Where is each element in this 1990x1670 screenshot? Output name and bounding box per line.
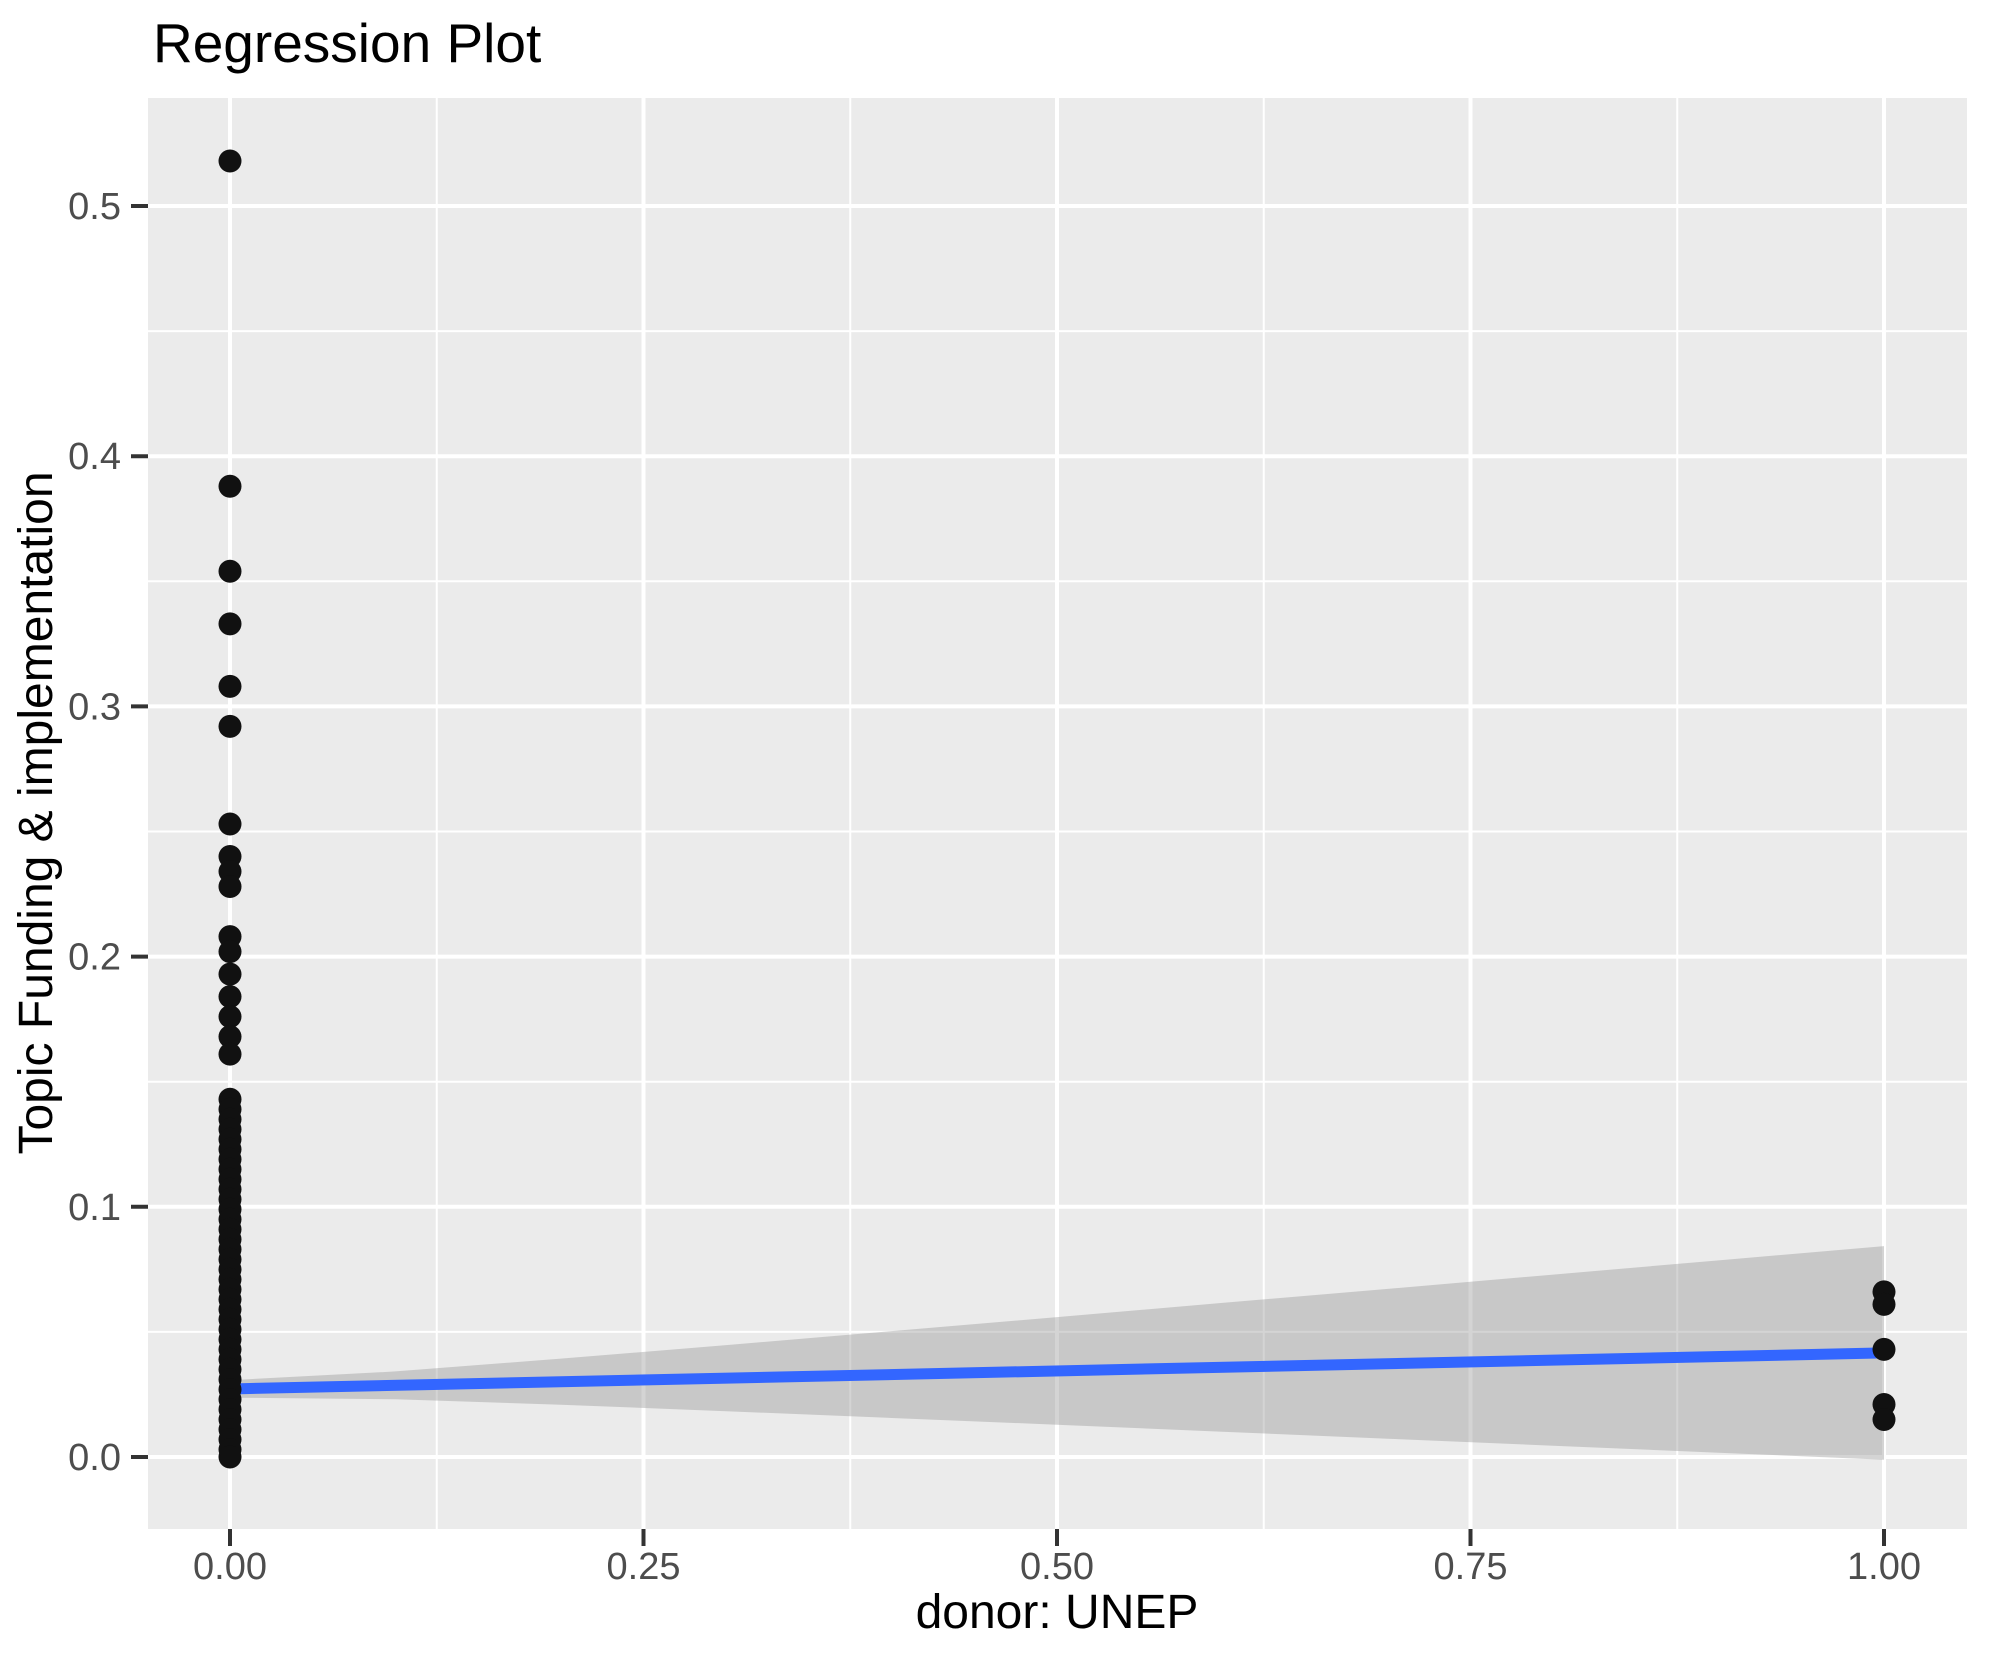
data-point: [218, 674, 242, 698]
data-point: [218, 474, 242, 498]
data-point: [218, 612, 242, 636]
data-point: [218, 559, 242, 583]
data-point: [218, 875, 242, 899]
x-axis-tick-label: 0.50: [1020, 1546, 1094, 1588]
confidence-band: [230, 1246, 1884, 1460]
y-axis-tick-label: 0.5: [68, 186, 121, 228]
data-point: [218, 1005, 242, 1029]
data-point: [1872, 1292, 1896, 1316]
data-point: [218, 149, 242, 173]
data-point: [218, 1042, 242, 1066]
x-axis-tick-label: 0.75: [1434, 1546, 1508, 1588]
data-point: [218, 985, 242, 1009]
data-point: [218, 1445, 242, 1469]
x-axis-title: donor: UNEP: [916, 1586, 1199, 1639]
y-axis-tick-label: 0.1: [68, 1187, 121, 1229]
x-axis-tick-label: 1.00: [1847, 1546, 1921, 1588]
data-point: [218, 940, 242, 964]
x-axis-tick-label: 0.25: [607, 1546, 681, 1588]
chart-layers: 0.00 0.25 0.50 0.75 1.00 0.0 0.1 0.2 0.3 0.4 0.5: [68, 98, 1967, 1588]
data-point: [218, 812, 242, 836]
data-point: [1872, 1407, 1896, 1431]
regression-line: [229, 1347, 1885, 1395]
data-point: [218, 962, 242, 986]
data-point: [218, 1025, 242, 1049]
plot-title: Regression Plot: [153, 12, 541, 74]
y-axis-title: Topic Funding & implementation: [10, 471, 63, 1154]
y-axis-tick-label: 0.0: [68, 1437, 121, 1479]
data-point: [218, 714, 242, 738]
y-axis-tick-label: 0.4: [68, 436, 121, 478]
data-point: [1872, 1337, 1896, 1361]
y-axis-tick-label: 0.3: [68, 686, 121, 728]
y-axis-tick-label: 0.2: [68, 937, 121, 979]
x-axis-tick-label: 0.00: [193, 1546, 267, 1588]
